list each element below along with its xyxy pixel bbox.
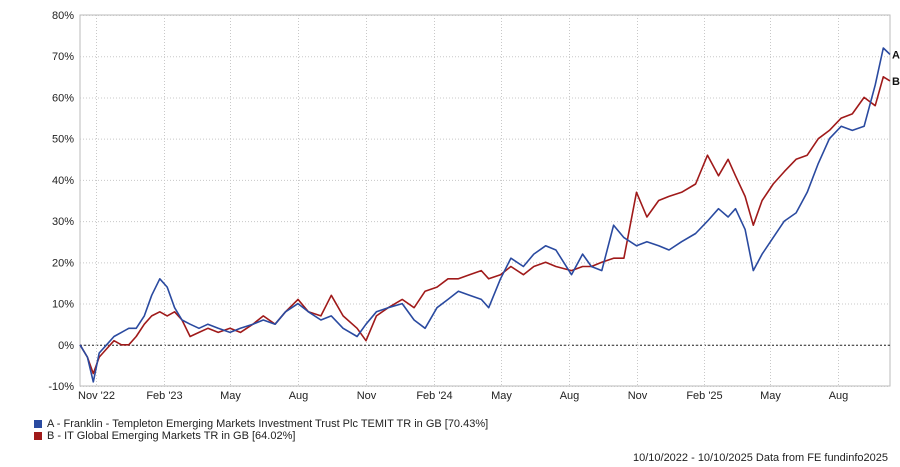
y-tick-label: 70% (52, 51, 74, 63)
x-tick-label: Nov '22 (78, 390, 115, 402)
y-tick-label: 40% (52, 175, 74, 187)
legend-swatch-b (34, 432, 42, 440)
series-line-a (79, 47, 891, 383)
x-tick-label: May (220, 390, 241, 402)
footer-source: 10/10/2022 - 10/10/2025 Data from FE fun… (632, 452, 888, 464)
x-tick-label: Nov (357, 390, 377, 402)
legend-label-a: A - Franklin - Templeton Emerging Market… (47, 418, 489, 430)
x-tick-label: Aug (829, 390, 849, 402)
legend-swatch-a (34, 420, 42, 428)
y-tick-label: -10% (48, 381, 74, 393)
series-lines (79, 47, 891, 383)
legend-label-b: B - IT Global Emerging Markets TR in GB … (47, 430, 296, 442)
y-tick-label: 0% (58, 340, 74, 352)
legend-item-b: B - IT Global Emerging Markets TR in GB … (34, 430, 488, 442)
y-tick-label: 80% (52, 10, 74, 22)
x-tick-label: Aug (560, 390, 580, 402)
plot-frame (79, 14, 891, 387)
series-line-b (79, 76, 891, 375)
x-tick-label: May (491, 390, 512, 402)
x-tick-label: Feb '24 (416, 390, 452, 402)
x-axis: Nov '22 Feb '23 May Aug Nov Feb '24 May Aug Nov F… (78, 390, 848, 402)
x-tick-label: Feb '23 (146, 390, 182, 402)
end-labels: AB (892, 49, 900, 87)
y-tick-label: 20% (52, 257, 74, 269)
line-chart: 80% 70% 60% 50% 40% 30% 20% 10% 0% -10% Nov '22 Fe… (48, 10, 900, 402)
y-tick-label: 10% (52, 299, 74, 311)
x-tick-label: Feb '25 (686, 390, 722, 402)
legend-item-a: A - Franklin - Templeton Emerging Market… (34, 418, 488, 430)
y-tick-label: 30% (52, 216, 74, 228)
x-tick-label: May (760, 390, 781, 402)
grid (79, 14, 891, 387)
y-axis: 80% 70% 60% 50% 40% 30% 20% 10% 0% -10% (48, 10, 74, 393)
y-tick-label: 60% (52, 92, 74, 104)
y-tick-label: 50% (52, 134, 74, 146)
series-end-label-a: A (892, 49, 900, 61)
x-tick-label: Aug (289, 390, 309, 402)
legend: A - Franklin - Templeton Emerging Market… (34, 418, 488, 442)
series-end-label-b: B (892, 76, 900, 88)
x-tick-label: Nov (628, 390, 648, 402)
